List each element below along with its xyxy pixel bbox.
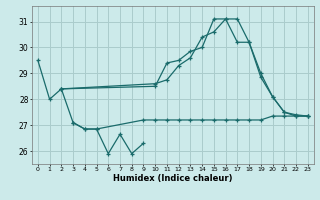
X-axis label: Humidex (Indice chaleur): Humidex (Indice chaleur) bbox=[113, 174, 233, 183]
